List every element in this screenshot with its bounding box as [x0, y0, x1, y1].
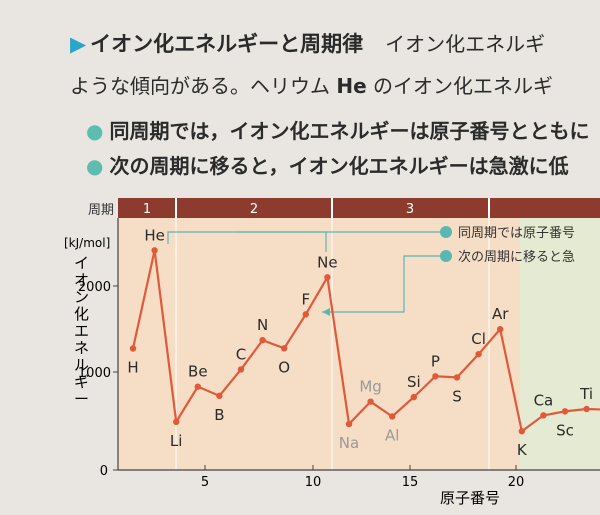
data-point-al	[389, 413, 396, 420]
data-point-he	[151, 247, 158, 254]
data-point-h	[129, 345, 137, 352]
xtick-15: 15	[402, 475, 419, 490]
data-point-p	[432, 373, 439, 380]
data-point-be	[194, 383, 201, 390]
callout-2: 次の周期に移ると急	[458, 249, 575, 265]
data-point-sc	[561, 408, 569, 415]
callout-dot-icon	[440, 250, 452, 262]
data-point-b	[216, 392, 223, 400]
element-label-li: Li	[170, 432, 183, 450]
triangle-icon: ▶	[70, 32, 87, 56]
element-label-s: S	[452, 387, 462, 405]
callout-1: 同周期では原子番号	[458, 226, 575, 241]
element-label-na: Na	[339, 434, 359, 452]
period-1: 1	[143, 202, 151, 217]
plot-background	[118, 218, 600, 470]
transition-region	[520, 218, 600, 470]
bullet-point-2: ● 次の周期に移ると，イオン化エネルギーは急激に低	[86, 154, 569, 178]
element-label-be: Be	[188, 363, 208, 381]
period-2: 2	[250, 202, 258, 217]
bullet-dot-icon: ●	[86, 119, 104, 143]
callout-dot-icon	[440, 226, 452, 238]
section-heading: ▶ イオン化エネルギーと周期律 イオン化エネルギ	[70, 32, 546, 56]
element-label-f: F	[301, 290, 310, 308]
body-line: ような傾向がある。ヘリウム He のイオン化エネルギ	[70, 74, 554, 98]
data-point-li	[173, 418, 180, 426]
data-point-c	[237, 366, 245, 373]
element-label-h: H	[127, 359, 138, 377]
x-axis-label: 原子番号	[440, 489, 500, 507]
unit-label: [kJ/mol]	[64, 236, 110, 250]
ionization-energy-line	[131, 250, 600, 434]
period-3: 3	[406, 202, 414, 217]
element-label-sc: Sc	[556, 421, 574, 439]
data-point-ca	[540, 412, 547, 419]
data-point-n	[259, 336, 266, 344]
xtick-10: 10	[305, 475, 322, 490]
data-point-k	[518, 428, 525, 435]
element-label-mg: Mg	[359, 378, 381, 396]
bullet-dot-icon: ●	[86, 154, 104, 178]
heading-continuation: イオン化エネルギ	[385, 32, 546, 56]
data-point-mg	[367, 398, 374, 405]
data-point-na	[345, 420, 353, 428]
ytick-0: 0	[100, 464, 108, 479]
element-label-ne: Ne	[317, 253, 337, 271]
data-point-s	[453, 374, 461, 381]
y-axis-label: イオン化エネルギー	[74, 254, 89, 408]
element-label-p: P	[431, 352, 440, 370]
ytick-1000: 1000	[78, 366, 111, 381]
xtick-5: 5	[201, 475, 209, 490]
period-band	[118, 198, 600, 218]
element-label-he: He	[144, 226, 165, 244]
period-label: 周期	[88, 203, 114, 218]
element-label-o: O	[278, 358, 290, 376]
data-point-o	[281, 345, 288, 352]
ytick-2000: 2000	[78, 280, 111, 295]
series-layer: HHeLiBeBCNOFNeNaMgAlSiPSClArKCaScTiV	[127, 226, 600, 459]
data-point-f	[302, 311, 309, 318]
element-label-ca: Ca	[534, 391, 554, 409]
data-point-si	[410, 393, 417, 401]
data-point-ti	[583, 405, 590, 413]
element-label-ti: Ti	[579, 385, 593, 403]
element-label-al: Al	[385, 426, 399, 444]
element-label-c: C	[236, 345, 246, 363]
callout-arrow	[322, 255, 442, 313]
element-label-b: B	[214, 406, 224, 424]
element-label-k: K	[517, 441, 528, 459]
xtick-20: 20	[508, 475, 525, 490]
data-point-ar	[497, 325, 504, 333]
bullet-point-1: ● 同周期では，イオン化エネルギーは原子番号とともに	[86, 119, 590, 143]
element-label-si: Si	[407, 373, 421, 391]
element-label-ar: Ar	[492, 305, 509, 323]
data-point-ne	[324, 274, 331, 281]
data-point-cl	[475, 350, 482, 358]
element-label-n: N	[257, 316, 268, 334]
element-label-cl: Cl	[471, 330, 486, 348]
